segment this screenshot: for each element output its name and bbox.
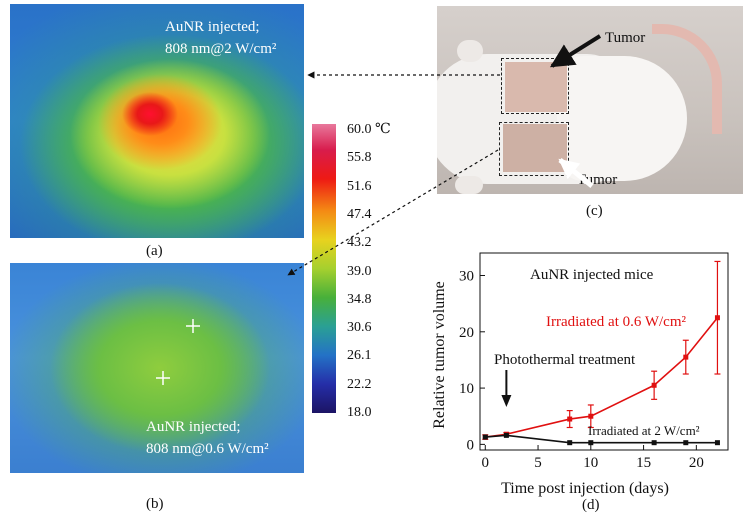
thermal-image-a: AuNR injected; 808 nm@2 W/cm² bbox=[10, 4, 304, 238]
tumor-region-bottom bbox=[503, 124, 567, 172]
y-tick-label: 0 bbox=[467, 437, 475, 453]
thermal-b-caption: AuNR injected; 808 nm@0.6 W/cm² bbox=[146, 416, 269, 460]
x-tick-label: 0 bbox=[482, 455, 490, 471]
temperature-colorbar bbox=[312, 124, 336, 413]
chart-title: AuNR injected mice bbox=[530, 267, 654, 283]
colorbar-tick-label: 51.6 bbox=[347, 178, 372, 194]
tumor-label-bottom: Tumor bbox=[577, 172, 618, 188]
arrow-down-icon bbox=[501, 395, 512, 407]
data-point bbox=[714, 440, 720, 446]
data-point bbox=[503, 432, 509, 438]
colorbar-tick-label: 39.0 bbox=[347, 263, 372, 279]
thermal-a-line1: AuNR injected; bbox=[165, 19, 260, 35]
chart-ylabel: Relative tumor volume bbox=[431, 281, 448, 429]
x-tick-label: 5 bbox=[534, 455, 542, 471]
colorbar-tick-label: 30.6 bbox=[347, 320, 372, 336]
data-point bbox=[683, 440, 689, 446]
colorbar-tick-label: 55.8 bbox=[347, 150, 372, 166]
mouse-ear bbox=[457, 40, 483, 62]
chart-xlabel: Time post injection (days) bbox=[501, 480, 669, 497]
data-point bbox=[588, 440, 594, 446]
mouse-paw bbox=[455, 176, 483, 194]
tumor-label-top: Tumor bbox=[605, 30, 646, 46]
thermal-image-b: AuNR injected; 808 nm@0.6 W/cm² bbox=[10, 263, 304, 473]
panel-label-c: (c) bbox=[586, 203, 603, 219]
y-tick-label: 10 bbox=[459, 381, 474, 397]
data-point bbox=[683, 354, 689, 360]
panel-label-b: (b) bbox=[146, 496, 164, 512]
data-point bbox=[567, 416, 573, 422]
panel-label-d: (d) bbox=[582, 497, 600, 513]
thermal-b-line2: 808 nm@0.6 W/cm² bbox=[146, 441, 269, 457]
mouse-tail bbox=[652, 24, 722, 134]
data-point bbox=[651, 440, 657, 446]
data-point bbox=[588, 413, 594, 419]
data-point bbox=[651, 382, 657, 388]
x-tick-label: 10 bbox=[583, 455, 598, 471]
series-label-red: Irradiated at 0.6 W/cm² bbox=[546, 314, 686, 330]
thermal-a-caption: AuNR injected; 808 nm@2 W/cm² bbox=[165, 16, 276, 60]
y-tick-label: 20 bbox=[459, 325, 474, 341]
series-label-black: Irradiated at 2 W/cm² bbox=[588, 423, 700, 438]
tumor-region-top bbox=[505, 62, 567, 112]
x-tick-label: 15 bbox=[636, 455, 651, 471]
colorbar-tick-label: 43.2 bbox=[347, 235, 372, 251]
colorbar-tick-label: 18.0 bbox=[347, 405, 372, 420]
panel-label-a: (a) bbox=[146, 243, 163, 259]
data-point bbox=[714, 315, 720, 321]
x-tick-label: 20 bbox=[689, 455, 704, 471]
colorbar-tick-label: 34.8 bbox=[347, 291, 372, 307]
colorbar-tick-label: 26.1 bbox=[347, 348, 372, 364]
colorbar-tick-label: 47.4 bbox=[347, 206, 372, 222]
thermal-b-line1: AuNR injected; bbox=[146, 419, 241, 435]
thermal-a-line2: 808 nm@2 W/cm² bbox=[165, 41, 277, 57]
data-point bbox=[567, 440, 573, 446]
plot-frame bbox=[479, 252, 729, 451]
colorbar-tick-label: 22.2 bbox=[347, 376, 372, 392]
crosshair-marker bbox=[186, 319, 200, 333]
mouse-photo: Tumor Tumor bbox=[437, 6, 743, 194]
data-point bbox=[482, 434, 488, 440]
series-line-0 bbox=[485, 317, 719, 438]
tumor-box-top bbox=[501, 58, 569, 114]
colorbar-tick-label: 60.0 ℃ bbox=[347, 122, 391, 137]
tumor-box-bottom bbox=[499, 122, 569, 176]
y-tick-label: 30 bbox=[459, 269, 474, 285]
crosshair-marker bbox=[156, 371, 170, 385]
tumor-volume-chart: 0 5 10 15 20 0 10 20 30 AuNR injected mice Time … bbox=[431, 252, 729, 497]
chart-annotation: Photothermal treatment bbox=[494, 352, 636, 368]
